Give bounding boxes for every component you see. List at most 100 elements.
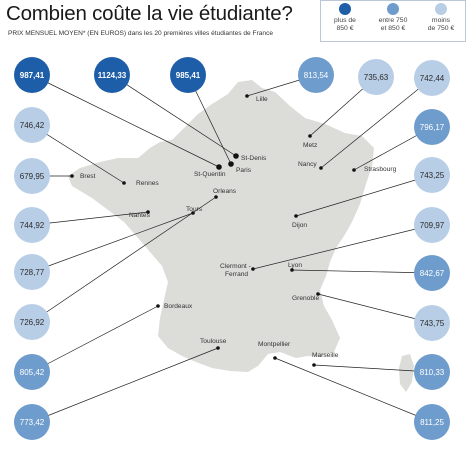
price-bubble-tours: 728,77 <box>14 254 50 290</box>
price-value-lille: 813,54 <box>304 71 329 80</box>
leader-line-lyon <box>291 269 433 274</box>
price-bubble-brest: 679,95 <box>14 158 50 194</box>
city-label-rennes: Rennes <box>136 180 159 187</box>
price-bubble-st-quentin: 987,41 <box>14 57 50 93</box>
city-label-orleans: Orleans <box>213 188 237 195</box>
city-label-grenoble: Grenoble <box>292 295 319 302</box>
city-label-lille: Lille <box>256 96 268 103</box>
city-label-paris: Paris <box>236 167 252 174</box>
city-dot-nantes <box>146 210 150 214</box>
leader-line-rennes <box>31 124 125 184</box>
leader-line-st-quentin <box>31 74 220 168</box>
price-value-dijon: 743,25 <box>420 171 445 180</box>
price-bubble-clermont-ferrand: 709,97 <box>414 207 450 243</box>
city-label-nantes: Nantes <box>129 212 151 219</box>
price-value-brest: 679,95 <box>20 172 45 181</box>
price-circle-st-quentin <box>14 57 50 93</box>
price-bubble-lille: 813,54 <box>298 57 334 93</box>
legend-swatch-high <box>339 3 351 15</box>
city-label-marseille: Marseille <box>312 352 339 359</box>
city-dot-lille <box>245 94 249 98</box>
leader-line-orleans <box>31 196 217 323</box>
price-circle-nantes <box>14 207 50 243</box>
legend-item-mid: entre 750 et 850 € <box>369 3 417 33</box>
city-label-lyon: Lyon <box>288 262 302 269</box>
price-value-rennes: 746,42 <box>20 121 45 130</box>
city-label-tours: Tours <box>186 206 203 213</box>
city-dot-grenoble <box>316 292 320 296</box>
price-circle-marseille <box>414 354 450 390</box>
city-dot-strasbourg <box>352 168 356 172</box>
price-value-lyon: 842,67 <box>420 269 445 278</box>
city-dot-marseille <box>312 363 316 367</box>
legend-label-mid-line2: et 850 € <box>380 25 406 32</box>
price-bubble-orleans: 726,92 <box>14 304 50 340</box>
leader-line-nancy <box>320 77 433 169</box>
city-dot-paris <box>228 161 234 167</box>
price-bubble-lyon: 842,67 <box>414 255 450 291</box>
city-label-st-quentin: St-Quentin <box>194 171 226 178</box>
city-dot-tours <box>191 211 195 215</box>
price-bubbles: 987,41 1124,33 985,41 813,54 735,63 742,44 796… <box>14 57 450 440</box>
price-circle-lyon <box>414 255 450 291</box>
price-value-grenoble: 743,75 <box>420 319 445 328</box>
city-label-clermont-ferrand: Clermont -Ferrand <box>220 263 251 278</box>
city-label-bordeaux: Bordeaux <box>164 303 193 310</box>
price-circle-tours <box>14 254 50 290</box>
price-circle-rennes <box>14 107 50 143</box>
city-label-toulouse: Toulouse <box>200 338 227 345</box>
price-bubble-dijon: 743,25 <box>414 157 450 193</box>
price-value-orleans: 726,92 <box>20 318 45 327</box>
price-bubble-st-denis: 1124,33 <box>94 57 130 93</box>
price-circle-montpellier <box>414 404 450 440</box>
city-dot-lyon <box>290 268 294 272</box>
legend-item-low: moins de 750 € <box>417 3 465 33</box>
leader-line-tours <box>31 212 194 273</box>
price-value-tours: 728,77 <box>20 268 45 277</box>
city-label-metz: Metz <box>303 142 317 149</box>
price-circle-lille <box>298 57 334 93</box>
city-label-st-denis: St-Denis <box>241 155 267 162</box>
legend-label-low-line2: de 750 € <box>427 25 455 32</box>
city-label-montpellier: Montpellier <box>258 341 291 348</box>
city-dot-metz <box>308 134 312 138</box>
city-label-strasbourg: Strasbourg <box>364 166 397 173</box>
legend-swatch-mid <box>387 3 399 15</box>
legend-label-high-line1: plus de <box>334 17 356 24</box>
leader-line-montpellier <box>274 357 433 423</box>
price-value-nantes: 744,92 <box>20 221 45 230</box>
city-labels: St-Quentin St-Denis Paris Lille Metz Nancy Str… <box>80 96 397 359</box>
price-circle-clermont-ferrand <box>414 207 450 243</box>
legend-swatch-low <box>435 3 447 15</box>
price-bubble-strasbourg: 796,17 <box>414 109 450 145</box>
price-bubble-nancy: 742,44 <box>414 60 450 96</box>
price-circle-toulouse <box>14 404 50 440</box>
price-circle-grenoble <box>414 305 450 341</box>
leader-line-clermont-ferrand <box>252 224 433 270</box>
price-circle-st-denis <box>94 57 130 93</box>
city-dot-st-denis <box>233 153 239 159</box>
price-circle-nancy <box>414 60 450 96</box>
leader-line-toulouse <box>31 347 219 423</box>
price-bubble-rennes: 746,42 <box>14 107 50 143</box>
legend: plus de 850 € entre 750 et 850 € moins de 7… <box>320 0 466 42</box>
city-label-brest: Brest <box>80 173 96 180</box>
price-bubble-nantes: 744,92 <box>14 207 50 243</box>
city-dot-rennes <box>122 181 126 185</box>
price-circle-bordeaux <box>14 354 50 390</box>
legend-label-high-line2: 850 € <box>336 25 354 32</box>
city-dot-dijon <box>294 214 298 218</box>
price-circle-brest <box>14 158 50 194</box>
price-value-montpellier: 811,25 <box>420 418 444 427</box>
city-dot-orleans <box>214 195 218 199</box>
city-dot-clermont-ferrand <box>251 267 255 271</box>
price-value-clermont-ferrand: 709,97 <box>420 221 445 230</box>
price-value-marseille: 810,33 <box>420 368 445 377</box>
leader-line-marseille <box>313 364 433 373</box>
price-value-nancy: 742,44 <box>420 74 445 83</box>
price-circle-strasbourg <box>414 109 450 145</box>
price-value-st-denis: 1124,33 <box>98 71 127 80</box>
corsica-island <box>399 354 414 392</box>
price-circle-metz <box>358 59 394 95</box>
legend-label-low-line1: moins <box>431 17 451 24</box>
